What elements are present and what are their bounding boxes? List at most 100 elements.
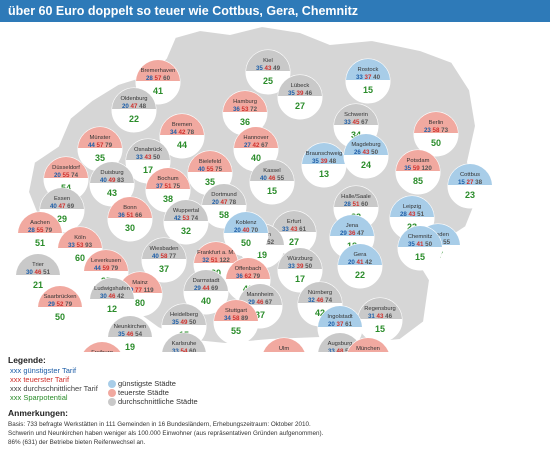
- city-values: 29 52 79: [48, 301, 73, 308]
- city-name: Berlin: [429, 120, 444, 126]
- city-values: 20 37 61: [328, 321, 353, 328]
- city-bubble-cap: [112, 87, 156, 109]
- city-values: 20 47 78: [212, 199, 237, 206]
- city-values: 28 51 60: [344, 201, 369, 208]
- legend-dot-cheapest-cities: [108, 380, 116, 388]
- savings-value: 35: [95, 153, 105, 163]
- city-value: 83: [115, 177, 124, 184]
- city-values: 35 41 50: [408, 241, 433, 248]
- city-value: 33: [282, 226, 289, 233]
- city-value: 53: [181, 215, 190, 222]
- city-value: 72: [248, 106, 257, 113]
- city-name: Leipzig: [403, 204, 421, 210]
- city-value: 39: [295, 263, 304, 270]
- city-value: 58: [431, 127, 440, 134]
- legend-item-average: xxx durchschnittlicher Tarif: [10, 384, 98, 393]
- city-bubble-cap: [358, 298, 402, 319]
- city-bubble-cap: [126, 138, 170, 160]
- savings-value: 80: [135, 298, 145, 308]
- city-bubble-cap: [214, 300, 258, 321]
- city-name: Bonn: [123, 205, 137, 211]
- city-name: Bremerhaven: [141, 68, 176, 74]
- city-value: 51: [351, 201, 360, 208]
- city-values: 15 27 38: [458, 179, 483, 186]
- city-value: 66: [133, 212, 142, 219]
- city-bubble-cap: [330, 215, 374, 236]
- city-bubble-cap: [38, 285, 82, 307]
- city-bubble-cap: [44, 156, 88, 178]
- city-name: Osnabrück: [134, 147, 162, 153]
- city-values: 33 43 50: [136, 154, 161, 161]
- city-values: 34 42 78: [170, 129, 195, 136]
- city-value: 69: [209, 285, 218, 292]
- city-value: 40: [50, 203, 57, 210]
- savings-value: 21: [33, 280, 43, 290]
- city-value: 20: [234, 227, 241, 234]
- city-value: 52: [265, 239, 274, 246]
- city-bubble-cap: [83, 342, 121, 352]
- city-values: 35 43 49: [256, 65, 281, 72]
- city-value: 78: [185, 129, 194, 136]
- city-value: 46: [315, 297, 324, 304]
- city-bubble-cap: [272, 210, 316, 232]
- city-bubble-cap: [346, 58, 390, 80]
- city-value: 33: [328, 348, 335, 352]
- city-values: 40 46 55: [260, 175, 285, 182]
- savings-value: 36: [240, 117, 250, 127]
- city-value: 46: [383, 313, 392, 320]
- city-bubble-cap: [302, 142, 346, 164]
- city-values: 33 37 40: [356, 74, 381, 81]
- city-value: 50: [151, 154, 160, 161]
- savings-value: 22: [129, 114, 139, 124]
- city-values: 30 46 42: [100, 293, 125, 300]
- city-name: Braunschweig: [306, 151, 342, 157]
- city-value: 79: [63, 301, 72, 308]
- city-value: 29: [248, 299, 255, 306]
- city-values: 35 49 50: [172, 319, 197, 326]
- city-bubble-cap: [334, 103, 378, 125]
- city-bubble-cap: [263, 338, 305, 352]
- savings-value: 51: [35, 238, 45, 248]
- savings-value: 35: [205, 177, 215, 187]
- city-value: 50: [423, 241, 432, 248]
- city-value: 43: [361, 149, 370, 156]
- city-value: 39: [319, 158, 328, 165]
- savings-value: 25: [263, 76, 273, 86]
- city-value: 32: [202, 257, 209, 264]
- city-bubble-cap: [396, 150, 440, 171]
- city-name: Darmstadt: [193, 278, 220, 284]
- city-bubble-cap: [226, 257, 270, 279]
- city-value: 28: [28, 227, 35, 234]
- city-bubble-cap: [40, 187, 84, 209]
- city-values: 35 39 48: [312, 158, 337, 165]
- city-values: 23 58 73: [424, 127, 449, 134]
- city-value: 26: [354, 149, 361, 156]
- city-values: 30 46 51: [26, 269, 51, 276]
- savings-value: 29: [57, 214, 67, 224]
- city-value: 20: [212, 199, 219, 206]
- city-value: 43: [263, 65, 272, 72]
- city-value: 47: [219, 199, 228, 206]
- city-value: 30: [100, 293, 107, 300]
- city-value: 57: [95, 142, 104, 149]
- city-value: 50: [369, 149, 378, 156]
- city-name: Düsseldorf: [52, 165, 80, 171]
- savings-value: 42: [315, 308, 325, 318]
- city-bubble-cap: [136, 59, 180, 81]
- city-value: 42: [174, 215, 181, 222]
- city-value: 51: [125, 212, 134, 219]
- city-name: Saarbrücken: [44, 294, 77, 300]
- city-value: 47: [57, 203, 66, 210]
- city-value: 48: [327, 158, 336, 165]
- city-value: 120: [420, 165, 433, 172]
- city-value: 79: [251, 273, 260, 280]
- city-name: Essen: [54, 196, 70, 202]
